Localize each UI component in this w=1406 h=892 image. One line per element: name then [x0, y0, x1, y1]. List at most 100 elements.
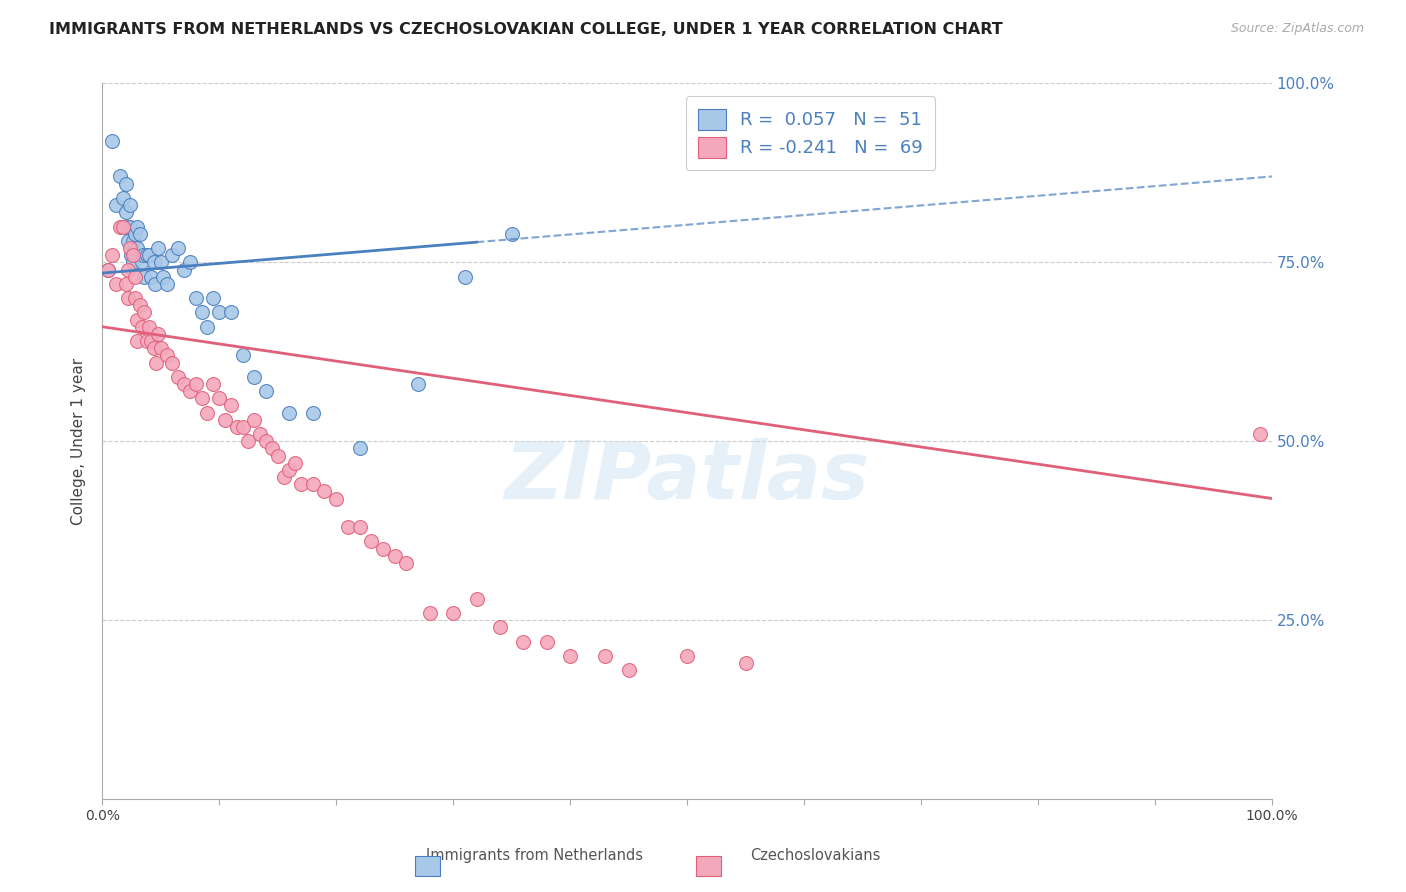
Point [214, 413, 236, 427]
Point [105, 198, 128, 212]
Point [278, 463, 301, 477]
Point [184, 376, 207, 391]
Point [97, 262, 120, 277]
Point [301, 406, 323, 420]
Point [208, 392, 231, 406]
Point [100, 134, 122, 148]
Point [162, 355, 184, 369]
Point [441, 606, 464, 620]
Point [135, 334, 157, 348]
Point [167, 241, 190, 255]
Point [127, 241, 149, 255]
Point [249, 427, 271, 442]
Point [1249, 427, 1271, 442]
Point [314, 484, 336, 499]
Legend: R =  0.057   N =  51, R = -0.241   N =  69: R = 0.057 N = 51, R = -0.241 N = 69 [686, 96, 935, 170]
Point [135, 248, 157, 262]
Point [149, 255, 172, 269]
Point [134, 305, 156, 319]
Point [167, 369, 190, 384]
Point [117, 234, 139, 248]
Point [141, 269, 163, 284]
Point [152, 269, 174, 284]
Point [120, 219, 142, 234]
Point [173, 262, 195, 277]
Point [117, 219, 139, 234]
Point [617, 663, 640, 677]
Point [593, 648, 616, 663]
Point [112, 219, 135, 234]
Point [202, 376, 225, 391]
Point [100, 248, 122, 262]
Point [734, 656, 756, 670]
Point [325, 491, 347, 506]
Text: Immigrants from Netherlands: Immigrants from Netherlands [426, 848, 643, 863]
Point [278, 406, 301, 420]
Point [243, 369, 266, 384]
Point [124, 291, 146, 305]
Point [243, 413, 266, 427]
Point [173, 376, 195, 391]
Point [105, 277, 128, 291]
Point [141, 334, 163, 348]
Y-axis label: College, Under 1 year: College, Under 1 year [72, 358, 86, 524]
Point [190, 392, 212, 406]
Point [254, 384, 277, 399]
Point [112, 191, 135, 205]
Point [131, 255, 153, 269]
Point [349, 442, 371, 456]
Point [290, 477, 312, 491]
Point [117, 291, 139, 305]
Point [489, 620, 512, 634]
Point [155, 277, 177, 291]
Point [134, 269, 156, 284]
Point [273, 470, 295, 484]
Point [142, 255, 165, 269]
Point [131, 319, 153, 334]
Point [138, 319, 160, 334]
Point [238, 434, 260, 449]
Point [465, 591, 488, 606]
Point [190, 305, 212, 319]
Point [676, 648, 699, 663]
Point [254, 434, 277, 449]
Point [301, 477, 323, 491]
Point [108, 169, 131, 184]
Point [219, 399, 242, 413]
Point [127, 334, 149, 348]
Point [124, 227, 146, 241]
Text: IMMIGRANTS FROM NETHERLANDS VS CZECHOSLOVAKIAN COLLEGE, UNDER 1 YEAR CORRELATION: IMMIGRANTS FROM NETHERLANDS VS CZECHOSLO… [49, 22, 1002, 37]
Point [558, 648, 581, 663]
Point [148, 326, 170, 341]
Point [97, 262, 120, 277]
Point [128, 298, 150, 312]
Point [349, 520, 371, 534]
Point [162, 248, 184, 262]
Point [336, 520, 359, 534]
Point [208, 305, 231, 319]
Point [179, 384, 201, 399]
Point [127, 219, 149, 234]
Point [120, 198, 142, 212]
Point [120, 248, 142, 262]
Point [138, 248, 160, 262]
Point [117, 262, 139, 277]
Point [184, 291, 207, 305]
Point [232, 348, 254, 362]
Point [112, 219, 135, 234]
Point [108, 219, 131, 234]
Point [384, 549, 406, 563]
Point [266, 449, 288, 463]
Point [260, 442, 283, 456]
Point [232, 420, 254, 434]
Point [121, 234, 143, 248]
Point [406, 376, 429, 391]
Point [501, 227, 523, 241]
Point [121, 255, 143, 269]
Text: ZIPatlas: ZIPatlas [505, 438, 869, 516]
Point [120, 241, 142, 255]
Point [128, 227, 150, 241]
Point [512, 634, 534, 648]
Text: Czechoslovakians: Czechoslovakians [751, 848, 880, 863]
Point [148, 241, 170, 255]
